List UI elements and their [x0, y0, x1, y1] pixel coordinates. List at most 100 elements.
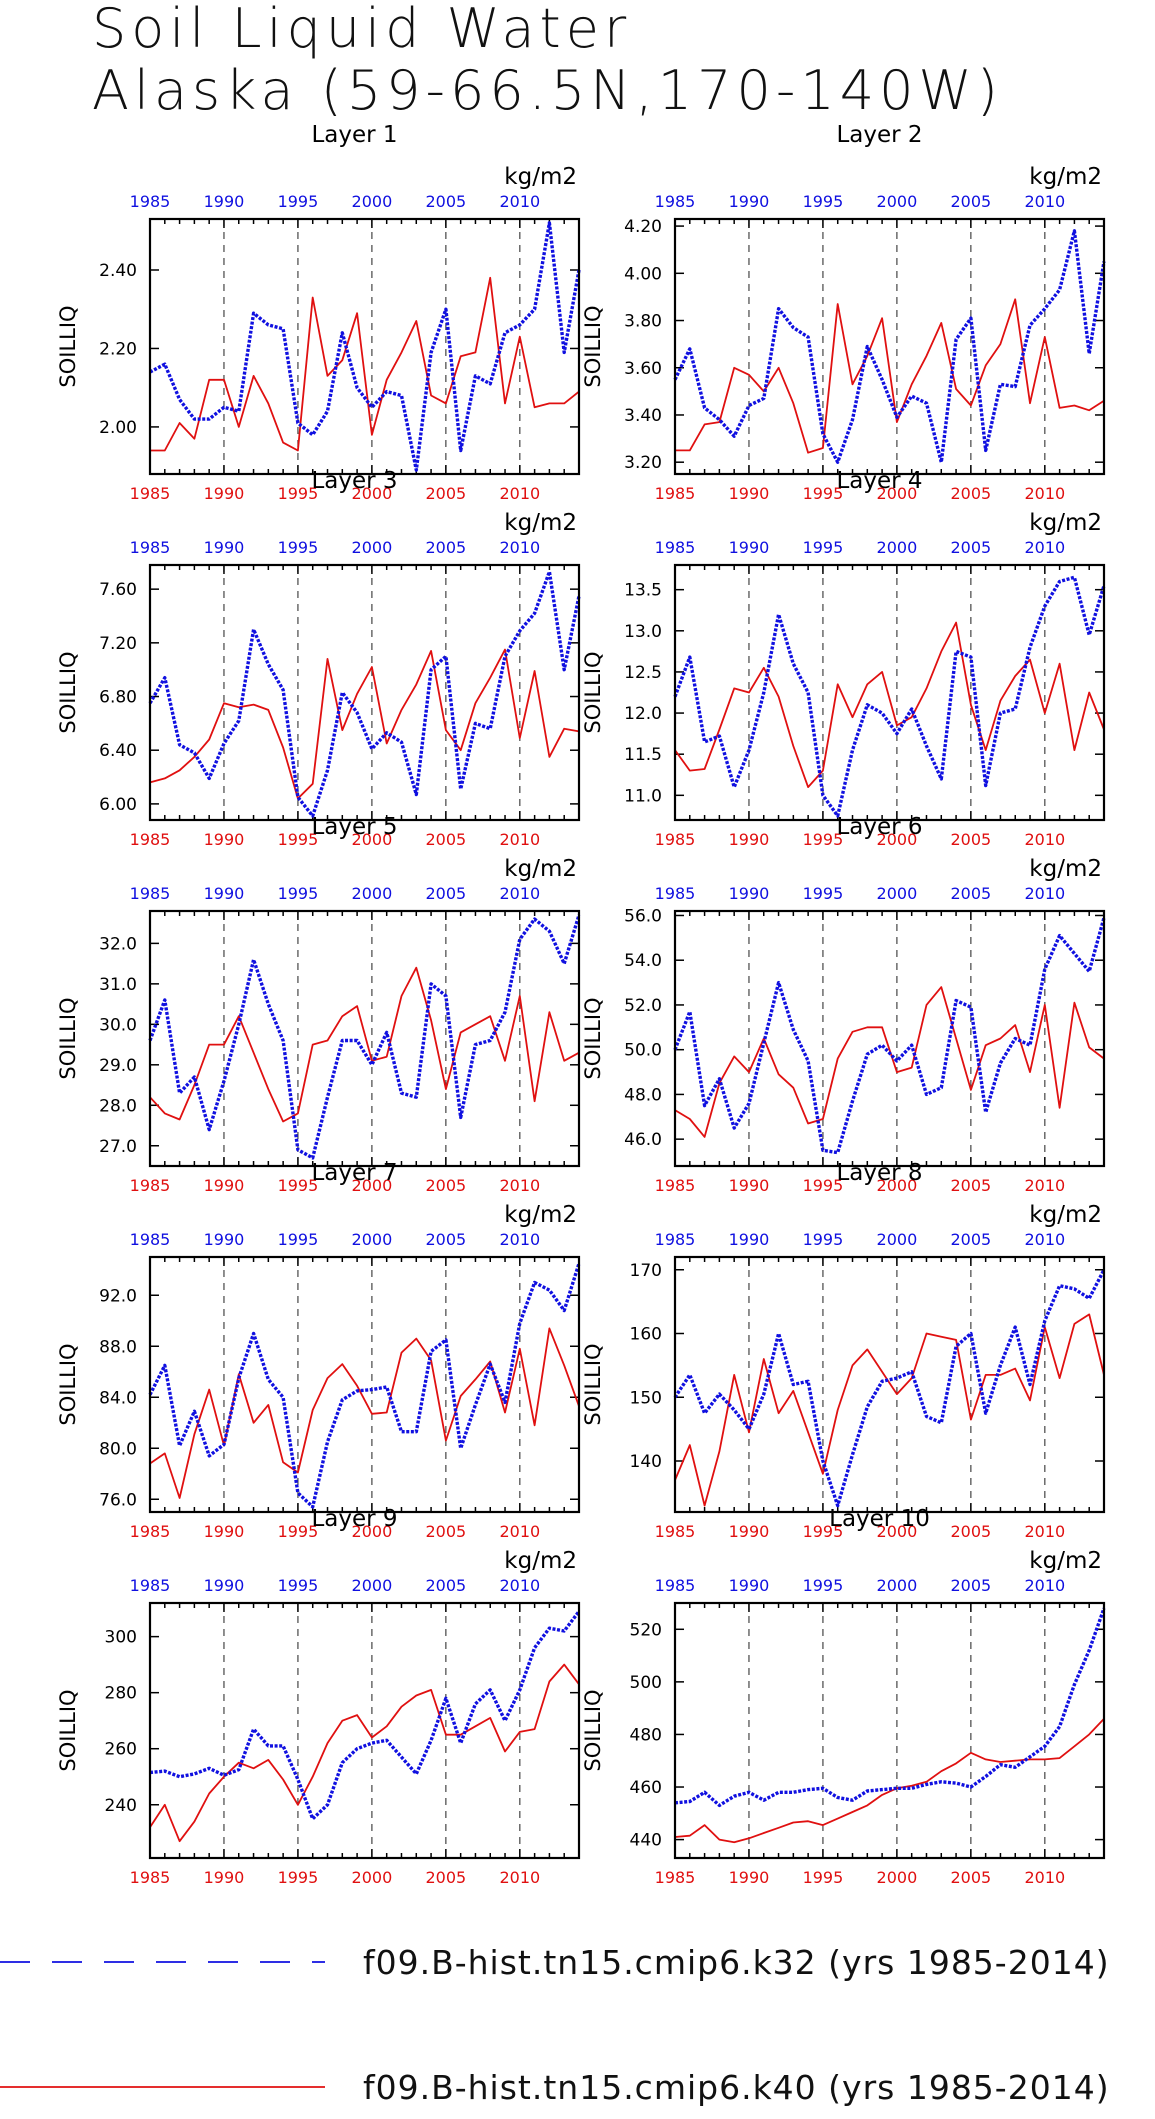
panel-title: Layer 6	[836, 814, 922, 840]
series-k40-line	[674, 986, 1105, 1138]
x-tick-label-top: 2000	[352, 884, 393, 903]
y-tick-label: 440	[630, 1831, 662, 1851]
y-tick-label: 3.60	[624, 359, 662, 379]
x-tick-label-bottom: 2005	[426, 484, 467, 503]
x-tick-label-top: 2010	[1024, 538, 1065, 557]
y-tick-label: 84.0	[99, 1388, 137, 1408]
series-k40-line	[149, 648, 580, 800]
x-tick-label-bottom: 1990	[729, 1522, 770, 1541]
x-tick-label-top: 1985	[130, 1576, 171, 1595]
x-tick-label-top: 1990	[729, 1576, 770, 1595]
plot-frame	[673, 1601, 1106, 1860]
y-tick-label: 480	[630, 1725, 662, 1745]
series-k32-line	[673, 1269, 1106, 1508]
x-tick-label-top: 1985	[130, 1230, 171, 1249]
x-tick-label-top: 2000	[877, 192, 918, 211]
y-axis-label: SOILLIQ	[581, 305, 605, 387]
y-tick-label: 3.80	[624, 312, 662, 332]
panel-layer-8: Layer 8 kg/m2 1985 1985 1990 1990 1995 1995 2000…	[581, 1160, 1106, 1541]
y-axis-label: SOILLIQ	[56, 1343, 80, 1425]
x-tick-label-top: 2005	[426, 1230, 467, 1249]
plot-frame	[148, 1601, 581, 1860]
y-tick-label: 54.0	[624, 951, 662, 971]
x-tick-label-bottom: 2000	[352, 1176, 393, 1195]
x-tick-label-top: 1985	[130, 884, 171, 903]
x-tick-label-bottom: 2000	[877, 1868, 918, 1887]
x-tick-label-bottom: 1990	[729, 484, 770, 503]
x-tick-label-bottom: 1985	[130, 830, 171, 849]
x-tick-label-top: 2005	[426, 192, 467, 211]
x-tick-label-top: 1995	[278, 1230, 319, 1249]
units-label: kg/m2	[1029, 1202, 1102, 1228]
x-tick-label-top: 1985	[655, 884, 696, 903]
y-tick-label: 2.40	[99, 261, 137, 281]
series-k40-line	[149, 966, 580, 1123]
units-label: kg/m2	[504, 164, 577, 190]
units-label: kg/m2	[1029, 164, 1102, 190]
x-tick-label-top: 2000	[877, 1230, 918, 1249]
x-tick-label-bottom: 1990	[204, 1868, 245, 1887]
x-tick-label-top: 1985	[655, 538, 696, 557]
y-tick-label: 280	[105, 1684, 137, 1704]
x-tick-label-bottom: 2010	[499, 1176, 540, 1195]
units-label: kg/m2	[504, 510, 577, 536]
x-tick-label-bottom: 2000	[877, 1522, 918, 1541]
series-k40-line	[674, 1313, 1105, 1507]
y-axis-label: SOILLIQ	[581, 997, 605, 1079]
x-tick-label-bottom: 2005	[951, 1176, 992, 1195]
series-k32-line	[673, 575, 1106, 818]
x-tick-label-top: 1995	[803, 538, 844, 557]
y-tick-label: 460	[630, 1778, 662, 1798]
y-tick-label: 7.20	[99, 634, 137, 654]
x-tick-label-bottom: 2005	[426, 1176, 467, 1195]
x-tick-label-top: 2010	[1024, 192, 1065, 211]
plot-frame	[148, 909, 581, 1168]
figure-title-line-2: Alaska (59-66.5N,170-140W)	[92, 59, 1003, 122]
y-tick-label: 13.0	[624, 622, 662, 642]
y-axis-label: SOILLIQ	[56, 651, 80, 733]
x-tick-label-top: 1990	[204, 192, 245, 211]
x-tick-label-bottom: 1990	[204, 830, 245, 849]
y-tick-label: 6.80	[99, 688, 137, 708]
series-k32-line	[148, 1262, 581, 1509]
y-tick-label: 56.0	[624, 906, 662, 926]
x-tick-label-top: 2010	[499, 538, 540, 557]
y-tick-label: 3.40	[624, 406, 662, 426]
series-k32-line	[673, 917, 1106, 1155]
x-tick-label-bottom: 1990	[204, 1176, 245, 1195]
y-tick-label: 11.5	[624, 745, 662, 765]
x-tick-label-top: 1990	[204, 884, 245, 903]
x-tick-label-bottom: 1985	[655, 1176, 696, 1195]
x-tick-label-bottom: 1995	[278, 1176, 319, 1195]
y-tick-label: 13.5	[624, 581, 662, 601]
x-tick-label-top: 2010	[499, 1230, 540, 1249]
x-tick-label-bottom: 1985	[130, 1176, 171, 1195]
x-tick-label-bottom: 1985	[130, 1522, 171, 1541]
x-tick-label-top: 2005	[426, 1576, 467, 1595]
y-axis-label: SOILLIQ	[581, 1343, 605, 1425]
x-tick-label-bottom: 2010	[499, 1522, 540, 1541]
x-tick-label-bottom: 1985	[130, 484, 171, 503]
panel-title: Layer 2	[836, 122, 922, 148]
plot-frame	[673, 909, 1106, 1168]
x-tick-label-bottom: 2005	[951, 1868, 992, 1887]
y-tick-label: 11.0	[624, 786, 662, 806]
x-tick-label-top: 2005	[426, 884, 467, 903]
units-label: kg/m2	[1029, 1548, 1102, 1574]
x-tick-label-bottom: 1995	[803, 1868, 844, 1887]
y-tick-label: 170	[630, 1261, 662, 1281]
x-tick-label-bottom: 1990	[729, 1868, 770, 1887]
series-k40-line	[149, 1327, 580, 1499]
panel-title: Layer 9	[311, 1506, 397, 1532]
series-k40-line	[675, 298, 1105, 454]
x-tick-label-top: 1990	[729, 538, 770, 557]
panel-layer-7: Layer 7 kg/m2 1985 1985 1990 1990 1995 1995 2000…	[56, 1160, 581, 1541]
x-tick-label-bottom: 2000	[352, 1868, 393, 1887]
x-tick-label-bottom: 1985	[655, 1522, 696, 1541]
y-tick-label: 52.0	[624, 996, 662, 1016]
plot-frame	[673, 563, 1106, 822]
y-tick-label: 80.0	[99, 1439, 137, 1459]
y-tick-label: 300	[105, 1628, 137, 1648]
y-tick-label: 4.20	[624, 217, 662, 237]
x-tick-label-top: 2010	[1024, 1230, 1065, 1249]
